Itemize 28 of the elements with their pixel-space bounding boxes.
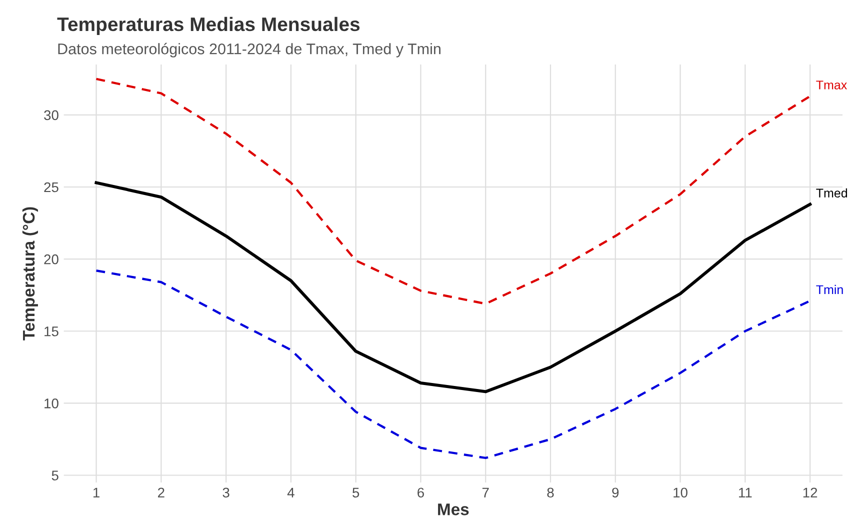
line-series [95,269,812,460]
y-tick-label: 20 [44,254,58,264]
series-label: Tmin [816,284,843,294]
x-tick-label: 6 [418,488,424,498]
y-tick-label: 30 [44,110,58,120]
y-tick-label: 15 [44,326,58,336]
y-tick-label: 25 [44,182,58,192]
y-axis-title: Temperatura (°C) [22,207,38,340]
series-label: Tmed [816,188,848,198]
x-tick-label: 9 [612,488,619,498]
y-tick-label: 10 [44,398,58,408]
chart-subtitle: Datos meteorológicos 2011-2024 de Tmax, Tmed y Tmin [58,42,440,58]
x-tick-label: 5 [352,488,360,498]
x-axis-title: Mes [438,504,469,516]
x-tick-label: 8 [547,488,554,498]
x-tick-label: 2 [158,488,164,498]
line-series [95,78,812,305]
x-tick-label: 7 [482,488,489,498]
series-label: Tmax [816,80,847,90]
x-tick-label: 11 [739,488,752,498]
x-tick-label: 12 [803,488,818,498]
chart-title: Temperaturas Medias Mensuales [57,16,360,35]
x-tick-label: 4 [287,488,294,498]
y-tick-label: 5 [52,470,58,480]
x-tick-label: 3 [222,488,230,498]
x-tick-label: 1 [93,488,100,498]
line-series [94,181,812,394]
x-tick-label: 10 [674,488,688,498]
